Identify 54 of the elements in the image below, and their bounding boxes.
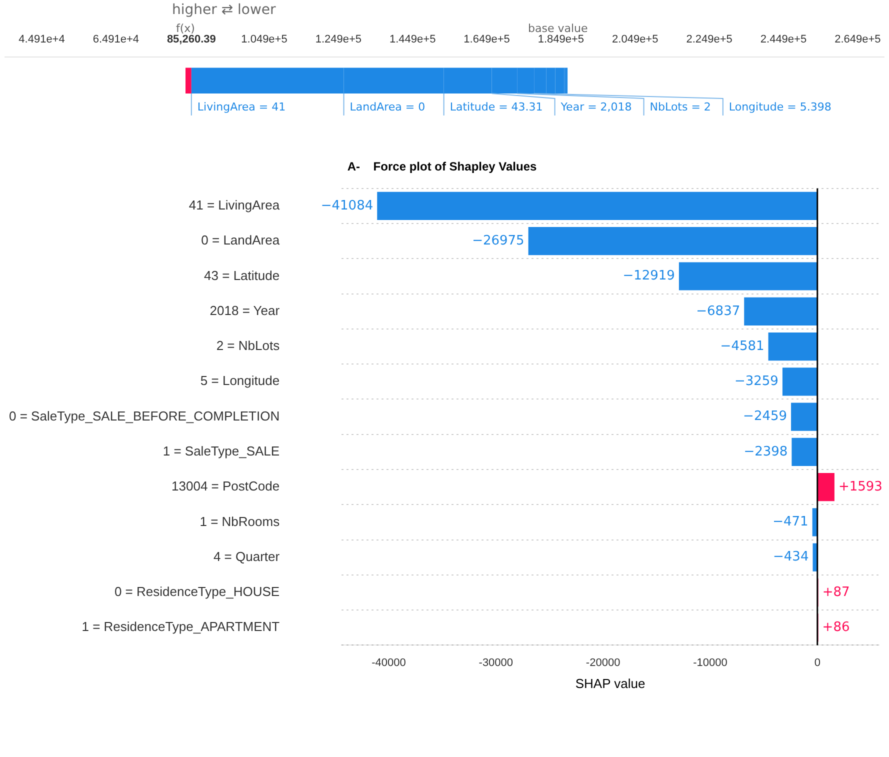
x-axis-title: SHAP value [575,676,646,691]
text: higher ⇄ lower [172,2,276,18]
data-label: −12919 [622,268,675,284]
x-tick-label: 1.849e+5 [538,34,584,46]
y-tick-label: 13004 = PostCode [172,478,280,494]
y-tick-label: 41 = LivingArea [188,198,280,213]
x-tick-label: -10000 [693,656,728,669]
x-tick-label: -30000 [478,656,514,669]
x-tick-label: 4.491e+4 [18,34,65,46]
x-tick-label: 2.449e+5 [760,34,807,46]
y-tick-label: 0 = ResidenceType_HOUSE [114,584,280,600]
series-label: Latitude = 43.31 [450,100,543,114]
y-tick-label: 0 = SaleType_SALE_BEFORE_COMPLETION [8,408,280,424]
data-label: −2459 [743,409,788,424]
annotation: f(x) [176,22,195,35]
data-label: +87 [822,584,850,600]
data-label: −4581 [720,338,764,354]
data-label: −41084 [320,198,374,214]
series-label: LivingArea = 41 [197,100,286,114]
data-label: −6837 [696,304,740,319]
data-label: −26975 [472,233,524,248]
x-tick-label: 2.249e+5 [686,34,732,46]
x-tick-label: -20000 [586,656,620,669]
x-tick-label: 1.249e+5 [315,34,362,46]
x-tick-label: 1.049e+5 [241,34,288,46]
text: NbLots = 2 [650,100,711,114]
y-tick-label: 1 = ResidenceType_APARTMENT [82,619,280,634]
text: Longitude = 5.398 [728,100,832,114]
x-tick-label: 2.049e+5 [612,34,658,46]
x-tick-label: 0 [814,656,820,669]
x-tick-label: 1.449e+5 [390,34,436,46]
chart-title: A- Force plot of Shapley Values [347,160,538,174]
y-tick-label: 2018 = Year [210,302,280,318]
data-label: −434 [773,550,809,565]
y-tick-label: 43 = Latitude [204,268,280,283]
y-tick-label: 1 = SaleType_SALE [162,444,280,459]
y-tick-label: 0 = LandArea [201,232,280,248]
series-label: LandArea = 0 [350,100,426,114]
annotation: base value [528,22,588,35]
data-label: +86 [822,620,850,636]
data-label: −3259 [734,374,778,390]
x-tick-label: 2.649e+5 [834,34,881,46]
data-label: −471 [772,514,808,530]
text: Year = 2,018 [560,100,632,114]
y-tick-label: 2 = NbLots [216,338,280,354]
x-tick-label: 85,260.39 [166,34,216,46]
y-tick-label: 1 = NbRooms [200,514,280,529]
y-tick-label: 4 = Quarter [213,548,280,564]
x-tick-label: -40000 [372,656,406,669]
x-tick-label: 6.491e+4 [92,34,140,46]
data-label: +1593 [838,479,882,494]
data-label: −2398 [744,444,788,460]
x-tick-label: 1.649e+5 [464,34,510,46]
y-tick-label: 5 = Longitude [200,373,280,388]
